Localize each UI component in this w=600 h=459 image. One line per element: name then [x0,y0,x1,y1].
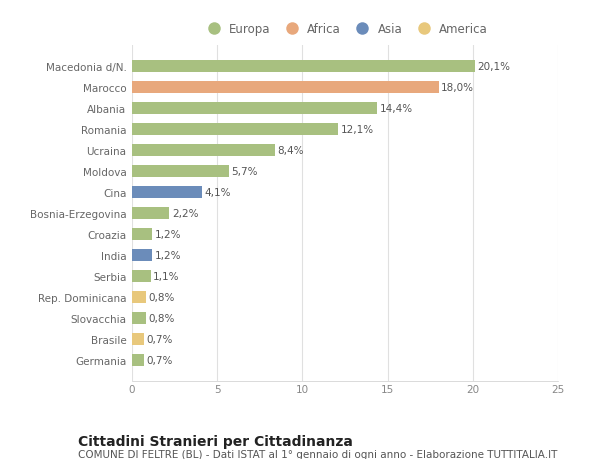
Text: Cittadini Stranieri per Cittadinanza: Cittadini Stranieri per Cittadinanza [78,434,353,448]
Bar [132,103,377,114]
Bar [132,354,144,366]
Bar [132,82,439,94]
Bar [132,291,146,303]
Bar [132,145,275,157]
Text: 20,1%: 20,1% [477,62,510,72]
Text: COMUNE DI FELTRE (BL) - Dati ISTAT al 1° gennaio di ogni anno - Elaborazione TUT: COMUNE DI FELTRE (BL) - Dati ISTAT al 1°… [78,449,557,459]
Bar [132,166,229,177]
Bar [132,270,151,282]
Bar [132,313,146,324]
Text: 1,2%: 1,2% [155,250,182,260]
Text: 0,8%: 0,8% [148,292,175,302]
Text: 4,1%: 4,1% [205,188,231,197]
Text: 1,2%: 1,2% [155,230,182,239]
Text: 0,7%: 0,7% [146,334,173,344]
Text: 0,8%: 0,8% [148,313,175,323]
Legend: Europa, Africa, Asia, America: Europa, Africa, Asia, America [197,18,493,41]
Bar [132,250,152,261]
Bar [132,61,475,73]
Text: 18,0%: 18,0% [441,83,474,93]
Bar [132,124,338,135]
Text: 5,7%: 5,7% [232,167,258,177]
Text: 14,4%: 14,4% [380,104,413,114]
Text: 8,4%: 8,4% [278,146,304,156]
Bar [132,207,169,219]
Bar [132,187,202,198]
Bar [132,333,144,345]
Text: 2,2%: 2,2% [172,208,199,218]
Bar [132,229,152,240]
Text: 1,1%: 1,1% [154,271,180,281]
Text: 0,7%: 0,7% [146,355,173,365]
Text: 12,1%: 12,1% [341,125,374,134]
